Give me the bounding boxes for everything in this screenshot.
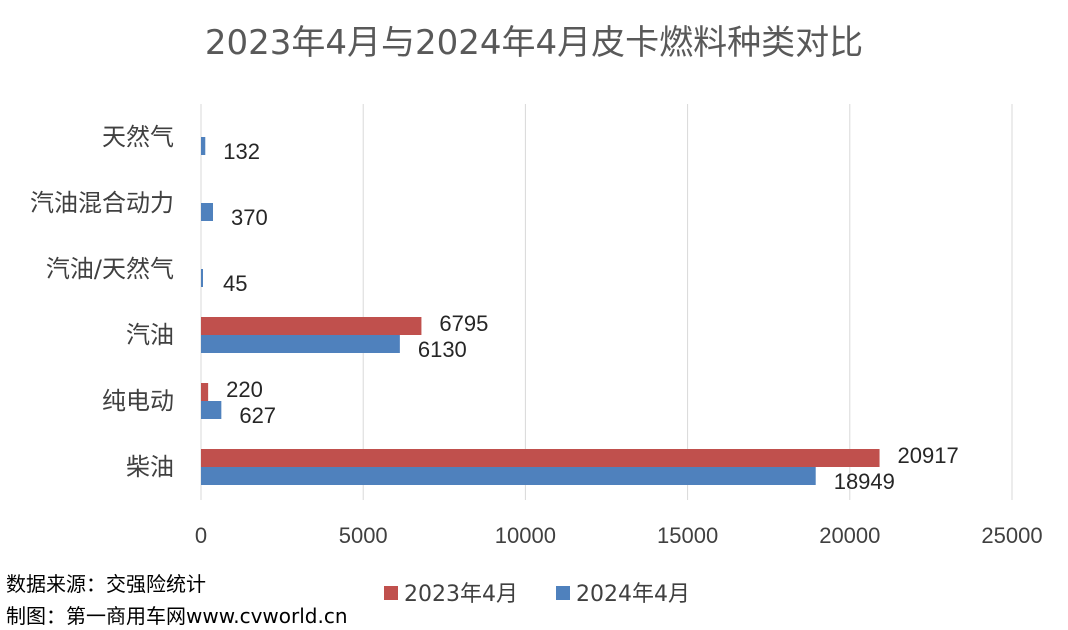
bar-2023-4 (201, 383, 209, 401)
x-tick-10000: 10000 (495, 523, 556, 548)
legend-swatch-1 (556, 586, 570, 600)
category-label-0: 天然气 (102, 123, 174, 151)
bar-2024-1 (201, 203, 214, 221)
x-tick-0: 0 (195, 523, 207, 548)
bar-2024-4 (201, 401, 222, 419)
grid-lines (200, 104, 1013, 500)
data-label-2023-3: 6795 (439, 311, 488, 336)
x-tick-labels: 0 5000 10000 15000 20000 25000 (195, 523, 1043, 548)
data-label-2023-5: 20917 (898, 443, 959, 468)
category-label-2: 汽油/天然气 (46, 255, 174, 283)
legend-label-1: 2024年4月 (576, 582, 690, 607)
legend-swatch-0 (384, 586, 398, 600)
legend-label-0: 2023年4月 (404, 582, 518, 607)
category-label-3: 汽油 (126, 321, 174, 349)
category-label-1: 汽油混合动力 (30, 189, 174, 217)
maker-note: 制图：第一商用车网www.cvworld.cn (6, 604, 348, 628)
bar-2023-5 (201, 449, 880, 467)
x-tick-20000: 20000 (819, 523, 880, 548)
x-tick-5000: 5000 (339, 523, 388, 548)
data-label-2023-4: 220 (226, 377, 263, 402)
bar-2024-2 (201, 269, 203, 287)
data-label-2024-0: 132 (223, 139, 260, 164)
bar-2024-5 (201, 467, 816, 485)
data-label-2024-3: 6130 (418, 337, 467, 362)
bar-2024-3 (201, 335, 400, 353)
data-label-2024-1: 370 (231, 205, 268, 230)
source-note: 数据来源：交强险统计 (6, 572, 206, 596)
data-label-2024-4: 627 (239, 403, 276, 428)
bars (201, 137, 880, 485)
data-labels: 6795 220 20917 132 370 45 6130 627 18949 (223, 139, 959, 494)
category-label-4: 纯电动 (102, 387, 174, 415)
data-label-2024-5: 18949 (834, 469, 895, 494)
bar-2023-3 (201, 317, 422, 335)
chart-title: 2023年4月与2024年4月皮卡燃料种类对比 (205, 23, 863, 63)
x-tick-15000: 15000 (657, 523, 718, 548)
category-label-5: 柴油 (126, 453, 174, 481)
data-label-2024-2: 45 (223, 271, 247, 296)
x-tick-25000: 25000 (981, 523, 1042, 548)
bar-2024-0 (201, 137, 206, 155)
legend: 2023年4月 2024年4月 (384, 582, 690, 607)
